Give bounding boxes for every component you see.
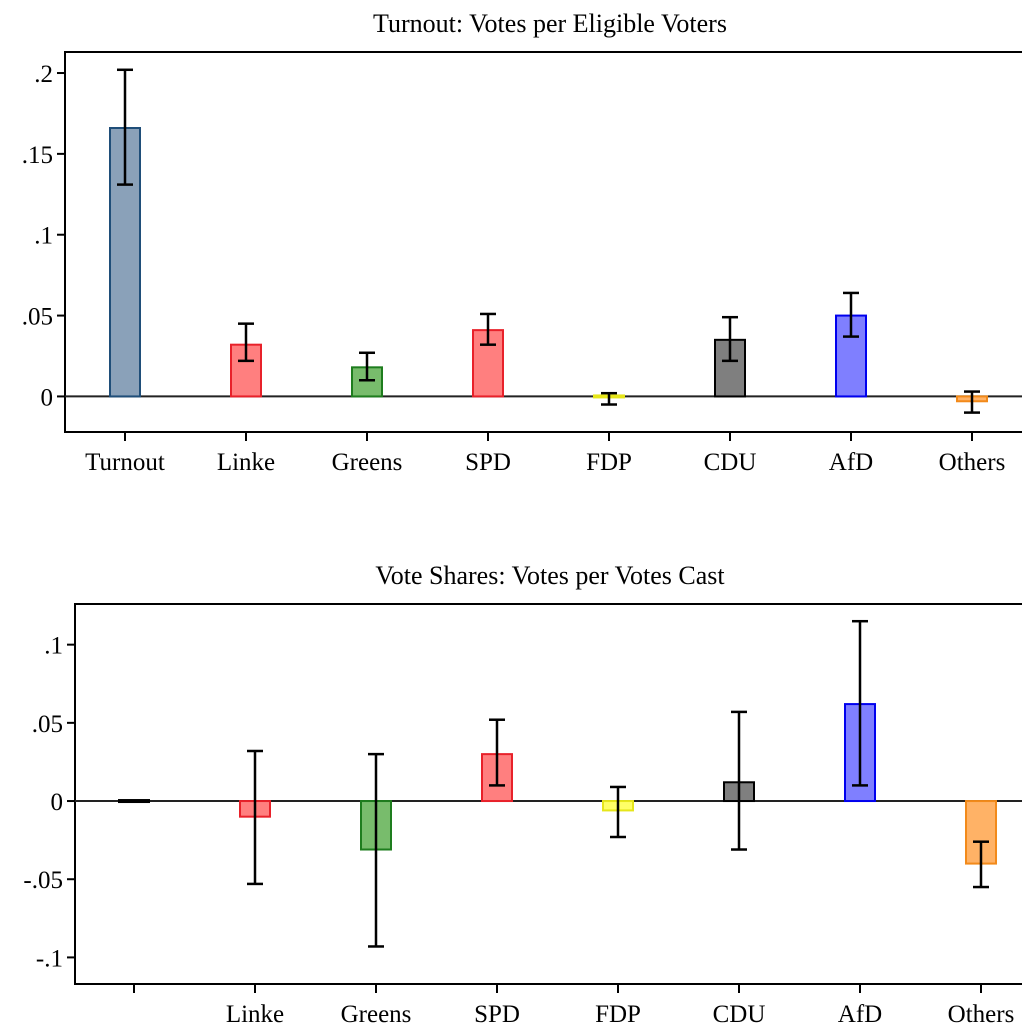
- x-tick-label: Others: [948, 1001, 1015, 1028]
- x-tick-label: AfD: [829, 449, 873, 476]
- x-tick-label: CDU: [704, 449, 757, 476]
- x-tick-label: Others: [939, 449, 1006, 476]
- x-tick-label: FDP: [595, 1001, 641, 1028]
- bar-blank: [118, 799, 150, 804]
- x-tick-label: Greens: [332, 449, 403, 476]
- panel-turnout: Turnout: Votes per Eligible Voters .2 .15…: [22, 9, 1022, 476]
- y-tick-label: .1: [34, 223, 53, 250]
- y-tick-label: .1: [44, 633, 63, 660]
- plot-frame: [64, 51, 1022, 433]
- x-tick-label: AfD: [838, 1001, 882, 1028]
- x-tick-label: Linke: [217, 449, 275, 476]
- y-tick-label: .05: [22, 304, 53, 331]
- chart-title: Turnout: Votes per Eligible Voters: [373, 9, 727, 38]
- x-tick-label: Linke: [226, 1001, 284, 1028]
- plot-frame: [74, 603, 1022, 985]
- chart-title: Vote Shares: Votes per Votes Cast: [375, 561, 725, 590]
- x-tick-label: FDP: [586, 449, 632, 476]
- plot-marks: .2 .15 .1 .05 0 Turnout Linke Greens SPD FDP CDU Af…: [22, 61, 1022, 476]
- y-tick-label: -.05: [23, 867, 63, 894]
- y-tick-label: -.1: [36, 945, 63, 972]
- x-tick-label: SPD: [465, 449, 511, 476]
- x-tick-label: Greens: [341, 1001, 412, 1028]
- plot-marks: .1 .05 0 -.05 -.1 Linke Greens SPD FDP CDU AfD Othe…: [23, 619, 1022, 1028]
- x-tick-label: SPD: [474, 1001, 520, 1028]
- panel-vote-shares: Vote Shares: Votes per Votes Cast .1 .05 0…: [23, 561, 1022, 1028]
- y-tick-label: .05: [32, 711, 63, 738]
- x-tick-label: CDU: [713, 1001, 766, 1028]
- y-tick-label: 0: [51, 789, 64, 816]
- y-tick-label: .15: [22, 142, 53, 169]
- x-tick-label: Turnout: [85, 449, 165, 476]
- bar-greens: [351, 366, 383, 398]
- y-tick-label: 0: [41, 384, 54, 411]
- y-tick-label: .2: [34, 61, 53, 88]
